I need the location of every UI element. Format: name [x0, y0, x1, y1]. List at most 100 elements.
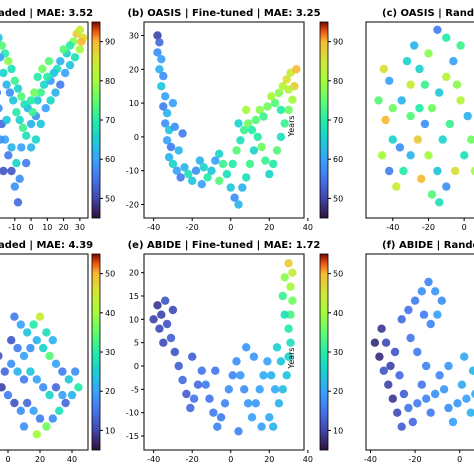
data-point: [413, 347, 422, 357]
data-point: [182, 389, 191, 399]
y-tick-label: 20: [129, 269, 139, 278]
data-point: [207, 166, 216, 175]
data-point: [58, 367, 67, 376]
data-point: [274, 399, 284, 408]
data-point: [456, 41, 465, 50]
data-point: [426, 319, 435, 329]
data-point: [456, 96, 465, 105]
colorbar-label: Years: [287, 347, 296, 369]
data-point: [48, 336, 57, 345]
data-point: [64, 375, 74, 384]
data-point: [406, 80, 415, 89]
x-tick-label: -20: [186, 455, 199, 464]
y-tick-label: -5: [131, 385, 139, 394]
data-point: [388, 135, 397, 144]
data-point: [427, 190, 437, 199]
data-point: [417, 174, 426, 183]
data-point: [155, 65, 164, 74]
panel-4: 0 20 40 aded | MAE: 4.39 10 20 30 40 50: [0, 240, 115, 464]
data-point: [433, 25, 442, 34]
data-point: [442, 182, 451, 191]
data-point: [257, 142, 266, 152]
data-point: [10, 182, 19, 191]
data-point: [59, 45, 68, 54]
data-point: [176, 173, 185, 182]
data-point: [55, 406, 64, 415]
data-point: [460, 151, 469, 160]
colorbar-tick-label: 10: [333, 426, 343, 435]
data-point: [9, 96, 18, 105]
data-point: [437, 296, 446, 305]
data-point: [220, 399, 230, 408]
data-point: [292, 65, 301, 74]
data-point: [45, 390, 54, 400]
data-point: [272, 343, 282, 352]
data-point: [157, 310, 166, 319]
data-point: [270, 98, 280, 108]
data-point: [209, 408, 218, 417]
data-point: [65, 60, 75, 70]
data-point: [19, 422, 29, 431]
data-point: [433, 166, 442, 176]
data-point: [13, 367, 22, 376]
data-point: [444, 361, 453, 371]
data-point: [0, 352, 3, 360]
data-point: [466, 408, 474, 417]
data-point: [33, 96, 42, 105]
data-point: [2, 80, 11, 89]
data-point: [35, 414, 45, 423]
data-point: [236, 136, 245, 145]
data-point: [15, 115, 24, 125]
data-point: [46, 96, 55, 105]
data-point: [232, 146, 241, 155]
data-point: [424, 151, 433, 160]
data-point: [424, 277, 433, 287]
data-point: [38, 64, 47, 74]
data-point: [395, 371, 404, 380]
y-tick-label: 30: [129, 32, 139, 41]
data-point: [162, 136, 172, 145]
data-point: [452, 80, 462, 89]
data-point: [388, 104, 397, 113]
data-point: [442, 33, 451, 42]
x-tick-label: 40: [67, 455, 77, 464]
data-point: [26, 367, 35, 376]
data-point: [0, 166, 8, 176]
data-point: [267, 371, 276, 380]
data-point: [26, 96, 36, 105]
axes-frame: [365, 21, 474, 219]
data-point: [265, 169, 274, 179]
data-point: [3, 390, 13, 400]
panel-title: (e) ABIDE | Fine-tuned | MAE: 1.72: [128, 240, 321, 251]
axes-frame: [0, 21, 89, 219]
data-point: [435, 198, 444, 207]
axes-frame: [143, 253, 305, 451]
x-tick-label: 20: [264, 455, 274, 464]
x-tick-label: -10: [8, 223, 21, 232]
data-point: [197, 366, 206, 375]
colorbar-tick-label: 40: [333, 309, 343, 318]
data-point: [16, 320, 25, 329]
data-point: [463, 111, 472, 121]
data-point: [26, 119, 36, 129]
data-point: [374, 96, 383, 105]
data-point: [276, 132, 286, 142]
data-point: [422, 394, 431, 403]
panel-2: -40 -20 0 20 40 -20 -10 0 10 20 30 (b) OASIS | Fine…: [126, 8, 343, 232]
data-point: [232, 357, 241, 366]
data-point: [10, 398, 19, 408]
data-point: [20, 100, 29, 109]
data-point: [261, 156, 270, 165]
data-point: [426, 408, 435, 417]
data-point: [166, 333, 176, 343]
data-point: [153, 301, 162, 310]
colorbar-tick-label: 90: [333, 38, 343, 47]
data-point: [30, 88, 39, 97]
data-point: [211, 156, 220, 165]
data-point: [216, 413, 226, 422]
data-point: [288, 296, 297, 305]
data-point: [22, 158, 31, 168]
data-point: [36, 88, 45, 97]
data-point: [406, 333, 415, 343]
data-point: [284, 259, 293, 268]
